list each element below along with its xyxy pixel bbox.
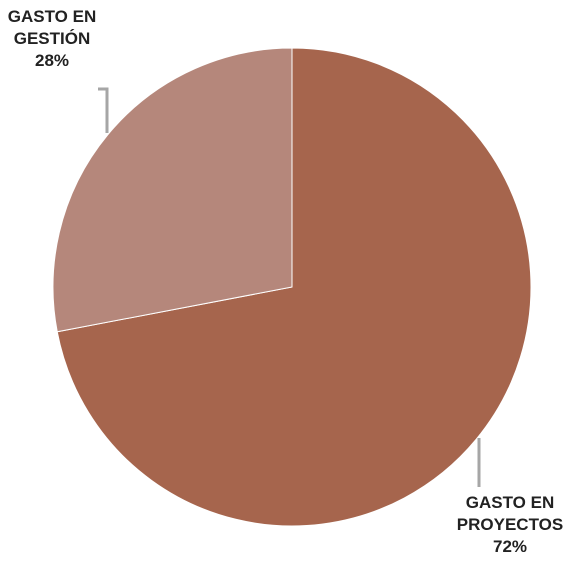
- label-gestion-line2: GESTIÓN: [13, 29, 91, 48]
- pie-slice-gestion: [52, 47, 293, 333]
- pie-slices: [52, 47, 532, 527]
- pie-slice-proyectos: [56, 47, 532, 527]
- label-gestion-value: 28%: [34, 51, 70, 70]
- label-gestion-line1: GASTO EN: [7, 7, 97, 26]
- data-label-gestion: GASTO EN GESTIÓN 28%: [2, 6, 102, 72]
- leader-line-gestion: [98, 87, 109, 133]
- data-label-proyectos: GASTO EN PROYECTOS 72%: [443, 492, 577, 558]
- label-proyectos-line2: PROYECTOS: [456, 515, 564, 534]
- label-proyectos-value: 72%: [492, 537, 528, 556]
- label-proyectos-line1: GASTO EN: [465, 493, 555, 512]
